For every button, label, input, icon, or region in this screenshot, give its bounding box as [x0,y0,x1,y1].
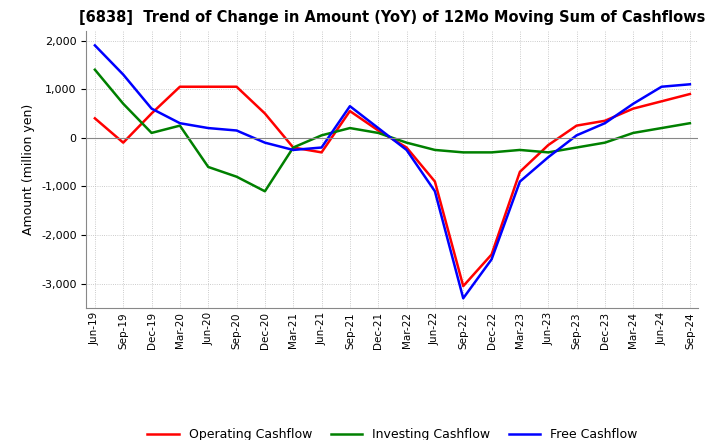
Operating Cashflow [657,99,666,104]
Investing Cashflow [346,125,354,131]
Investing Cashflow [459,150,467,155]
Investing Cashflow [685,121,694,126]
Operating Cashflow [91,116,99,121]
Operating Cashflow [544,143,552,148]
Free Cashflow [600,121,609,126]
Operating Cashflow [516,169,524,175]
Operating Cashflow [459,283,467,289]
Investing Cashflow [629,130,637,136]
Investing Cashflow [261,189,269,194]
Free Cashflow [685,82,694,87]
Operating Cashflow [600,118,609,123]
Free Cashflow [629,101,637,106]
Operating Cashflow [289,145,297,150]
Operating Cashflow [629,106,637,111]
Operating Cashflow [572,123,581,128]
Investing Cashflow [318,133,326,138]
Free Cashflow [459,296,467,301]
Free Cashflow [91,43,99,48]
Investing Cashflow [233,174,241,180]
Operating Cashflow [148,111,156,116]
Operating Cashflow [346,108,354,114]
Free Cashflow [544,154,552,160]
Investing Cashflow [431,147,439,153]
Investing Cashflow [289,145,297,150]
Free Cashflow [233,128,241,133]
Investing Cashflow [544,150,552,155]
Free Cashflow [572,133,581,138]
Operating Cashflow [261,111,269,116]
Free Cashflow [374,125,382,131]
Free Cashflow [516,179,524,184]
Operating Cashflow [402,145,411,150]
Investing Cashflow [657,125,666,131]
Investing Cashflow [516,147,524,153]
Investing Cashflow [204,164,212,169]
Operating Cashflow [431,179,439,184]
Operating Cashflow [204,84,212,89]
Investing Cashflow [374,130,382,136]
Investing Cashflow [402,140,411,145]
Operating Cashflow [685,92,694,97]
Investing Cashflow [487,150,496,155]
Investing Cashflow [148,130,156,136]
Free Cashflow [346,103,354,109]
Operating Cashflow [176,84,184,89]
Free Cashflow [487,257,496,262]
Investing Cashflow [119,101,127,106]
Investing Cashflow [176,123,184,128]
Free Cashflow [119,72,127,77]
Operating Cashflow [119,140,127,145]
Free Cashflow [148,106,156,111]
Operating Cashflow [374,128,382,133]
Operating Cashflow [233,84,241,89]
Free Cashflow [176,121,184,126]
Free Cashflow [289,147,297,153]
Title: [6838]  Trend of Change in Amount (YoY) of 12Mo Moving Sum of Cashflows: [6838] Trend of Change in Amount (YoY) o… [79,11,706,26]
Investing Cashflow [572,145,581,150]
Operating Cashflow [318,150,326,155]
Legend: Operating Cashflow, Investing Cashflow, Free Cashflow: Operating Cashflow, Investing Cashflow, … [143,423,642,440]
Free Cashflow [261,140,269,145]
Free Cashflow [318,145,326,150]
Free Cashflow [204,125,212,131]
Line: Operating Cashflow: Operating Cashflow [95,87,690,286]
Investing Cashflow [91,67,99,72]
Free Cashflow [402,147,411,153]
Y-axis label: Amount (million yen): Amount (million yen) [22,104,35,235]
Line: Investing Cashflow: Investing Cashflow [95,70,690,191]
Investing Cashflow [600,140,609,145]
Free Cashflow [657,84,666,89]
Operating Cashflow [487,252,496,257]
Free Cashflow [431,189,439,194]
Line: Free Cashflow: Free Cashflow [95,45,690,298]
